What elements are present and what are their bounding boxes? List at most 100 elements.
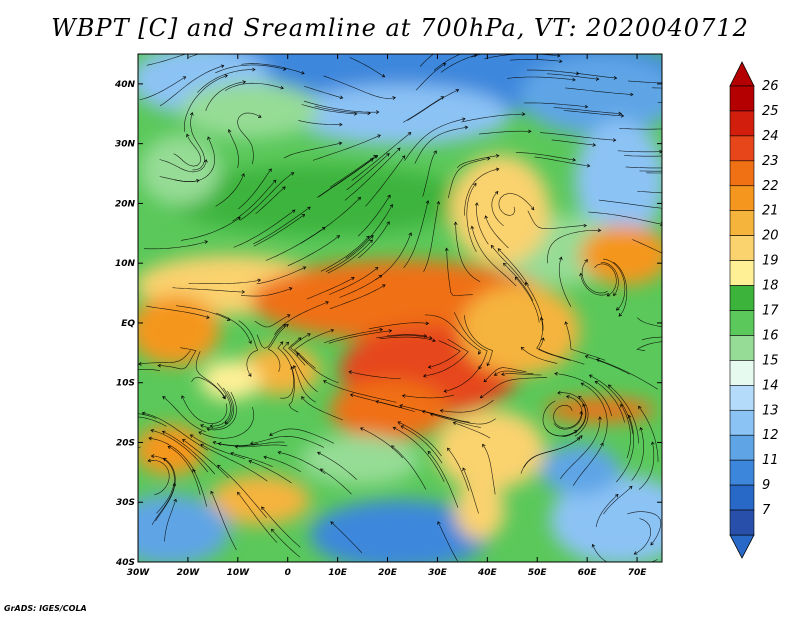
streamline (428, 340, 461, 368)
streamline (357, 195, 391, 237)
streamline-arrow (200, 443, 204, 448)
colorbar-label: 13 (762, 403, 779, 418)
streamline (391, 445, 427, 490)
streamline-arrow (351, 277, 355, 281)
streamline-arrow (336, 235, 341, 239)
streamline (551, 139, 596, 146)
colorbar-label: 24 (762, 129, 779, 144)
colorbar: 26 25 24 23 22 21 20 19 18 17 16 15 14 13 12 11 9 7 (729, 61, 779, 559)
streamline-arrow (307, 206, 311, 211)
streamline-arrow (554, 371, 558, 376)
credit-text: GrADS: IGES/COLA (4, 604, 87, 613)
streamline-arrow (248, 373, 252, 377)
streamline-arrow (138, 362, 142, 366)
streamline-arrow (618, 111, 622, 116)
streamline (323, 380, 397, 403)
streamline (238, 168, 272, 210)
streamline (414, 126, 468, 164)
streamline (293, 365, 316, 403)
streamline (588, 211, 662, 225)
streamline (594, 263, 617, 297)
streamline-arrow (83, 485, 86, 488)
streamline (182, 439, 229, 479)
streamline (540, 132, 616, 141)
lon-tick-label: 40E (477, 568, 498, 578)
streamline (351, 132, 411, 181)
streamline (184, 75, 228, 132)
streamline (158, 347, 197, 370)
streamline-arrow (524, 282, 529, 286)
streamline (422, 150, 437, 197)
streamline (265, 227, 326, 261)
streamline (213, 441, 285, 447)
streamline-arrow (633, 551, 638, 555)
streamline (637, 317, 662, 328)
streamline (461, 113, 525, 123)
streamline (523, 102, 588, 108)
streamline (603, 258, 626, 311)
streamline-arrow (323, 380, 327, 384)
streamline (181, 217, 241, 241)
streamline-arrow (486, 156, 491, 161)
streamline-arrow (162, 396, 166, 400)
streamline-arrow (257, 278, 262, 283)
streamline-arrow (490, 244, 495, 249)
streamline (138, 416, 167, 427)
streamline (197, 69, 256, 93)
streamline (616, 415, 634, 483)
streamline-arrow (712, 169, 715, 172)
streamline-arrow (282, 67, 287, 71)
streamline (329, 267, 378, 295)
streamline (466, 183, 477, 253)
streamline (290, 333, 311, 365)
streamline (456, 155, 499, 168)
lon-tick-label: 30E (428, 568, 448, 578)
streamline (329, 284, 386, 310)
streamline-arrow (271, 528, 275, 533)
streamline-arrow (204, 159, 208, 163)
colorbar-label: 22 (762, 179, 779, 194)
streamline (240, 287, 293, 297)
colorbar-swatch (729, 235, 755, 261)
streamline-arrow (167, 445, 172, 450)
streamline-arrow (386, 153, 390, 157)
streamline-arrow (447, 447, 451, 452)
streamline-arrow (209, 424, 213, 428)
streamline-arrow (455, 89, 460, 93)
streamline-arrow (584, 355, 589, 359)
streamline (233, 209, 296, 248)
streamline-arrow (381, 74, 386, 78)
streamline-arrow (559, 59, 563, 64)
streamline (482, 444, 496, 495)
lon-tick-label: 60E (578, 568, 598, 578)
streamline-arrow (494, 190, 499, 195)
streamline-arrow (483, 378, 488, 383)
streamline-arrow (263, 455, 268, 460)
streamline (553, 405, 582, 429)
colorbar-label: 23 (762, 154, 779, 169)
streamline-arrow (442, 63, 447, 67)
streamline-arrow (252, 67, 256, 72)
streamline-arrow (392, 426, 397, 431)
streamline-arrow (374, 155, 379, 159)
streamline (198, 407, 255, 439)
streamline (181, 395, 228, 424)
streamline (585, 355, 630, 375)
streamline (237, 112, 262, 165)
streamline (241, 63, 305, 74)
streamline (224, 82, 284, 91)
streamline-arrow (572, 158, 576, 162)
streamline (146, 305, 210, 319)
colorbar-label: 15 (762, 353, 779, 368)
streamline-arrow (596, 358, 600, 362)
streamline (176, 305, 230, 321)
streamline (142, 412, 209, 451)
streamline (138, 413, 157, 419)
streamline-arrow (206, 315, 210, 319)
streamline (631, 427, 644, 481)
streamline-arrow (357, 196, 361, 201)
streamline-arrow (237, 491, 241, 496)
colorbar-label: 25 (762, 104, 779, 119)
lon-tick-label: 20E (378, 568, 398, 578)
streamline (253, 206, 311, 245)
